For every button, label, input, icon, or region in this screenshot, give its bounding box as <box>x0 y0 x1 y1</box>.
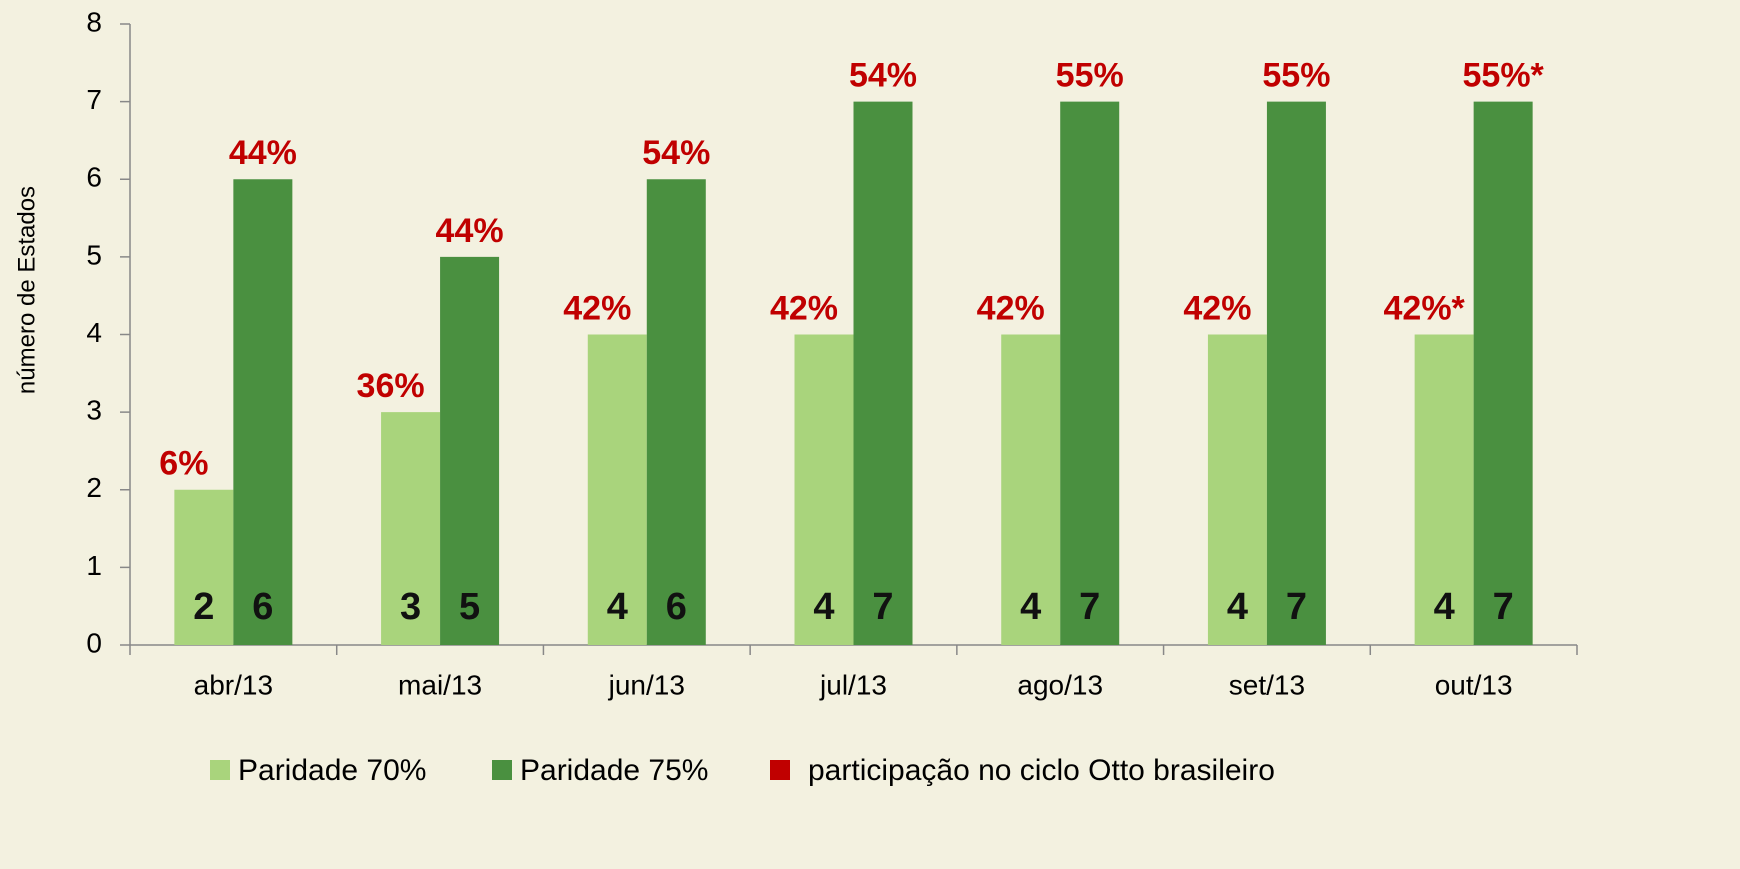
x-tick-label: jun/13 <box>608 669 685 700</box>
value-label: 7 <box>1493 586 1514 628</box>
share-label: 44% <box>229 134 297 172</box>
y-tick-label: 8 <box>86 6 102 37</box>
x-tick-label: ago/13 <box>1017 669 1103 700</box>
bar <box>1414 334 1474 645</box>
value-label: 6 <box>252 586 273 628</box>
x-tick-label: mai/13 <box>398 669 482 700</box>
bar <box>1266 101 1326 645</box>
value-label: 4 <box>1020 586 1041 628</box>
bar <box>233 179 293 645</box>
bar <box>440 256 500 645</box>
bar <box>794 334 854 645</box>
x-tick-label: abr/13 <box>194 669 273 700</box>
bar <box>1207 334 1267 645</box>
value-label: 7 <box>1286 586 1307 628</box>
x-tick-label: out/13 <box>1435 669 1513 700</box>
bar <box>587 334 647 645</box>
legend-label: participação no ciclo Otto brasileiro <box>808 754 1275 787</box>
share-label: 6% <box>159 445 208 483</box>
share-label: 42% <box>1183 289 1251 327</box>
share-label: 55% <box>1262 57 1330 95</box>
y-tick-label: 7 <box>86 84 102 115</box>
value-label: 7 <box>872 586 893 628</box>
share-label: 44% <box>436 212 504 250</box>
bar <box>1060 101 1120 645</box>
y-tick-label: 6 <box>86 162 102 193</box>
bar <box>853 101 913 645</box>
y-tick-label: 1 <box>86 550 102 581</box>
share-label: 42% <box>563 289 631 327</box>
x-tick-label: set/13 <box>1229 669 1305 700</box>
legend-label: Paridade 75% <box>520 754 708 787</box>
legend-swatch <box>492 760 512 780</box>
value-label: 4 <box>1434 586 1455 628</box>
bar <box>174 489 234 645</box>
bar <box>1001 334 1061 645</box>
y-tick-label: 3 <box>86 395 102 426</box>
value-label: 5 <box>459 586 480 628</box>
share-label: 42%* <box>1384 289 1466 327</box>
value-label: 4 <box>1227 586 1248 628</box>
y-axis-label: número de Estados <box>13 186 40 394</box>
y-tick-label: 4 <box>86 317 102 348</box>
bar <box>646 179 706 645</box>
share-label: 54% <box>849 57 917 95</box>
legend-swatch <box>770 760 790 780</box>
y-tick-label: 5 <box>86 239 102 270</box>
value-label: 6 <box>666 586 687 628</box>
share-label: 42% <box>977 289 1045 327</box>
y-tick-label: 0 <box>86 627 102 658</box>
value-label: 4 <box>813 586 834 628</box>
value-label: 7 <box>1079 586 1100 628</box>
value-label: 3 <box>400 586 421 628</box>
legend-swatch <box>210 760 230 780</box>
value-label: 4 <box>607 586 628 628</box>
bar <box>1473 101 1533 645</box>
share-label: 36% <box>357 367 425 405</box>
share-label: 55% <box>1056 57 1124 95</box>
bar <box>381 412 441 645</box>
share-label: 55%* <box>1463 57 1545 95</box>
value-label: 2 <box>193 586 214 628</box>
legend-label: Paridade 70% <box>238 754 426 787</box>
share-label: 42% <box>770 289 838 327</box>
y-tick-label: 2 <box>86 472 102 503</box>
x-tick-label: jul/13 <box>819 669 887 700</box>
share-label: 54% <box>642 134 710 172</box>
